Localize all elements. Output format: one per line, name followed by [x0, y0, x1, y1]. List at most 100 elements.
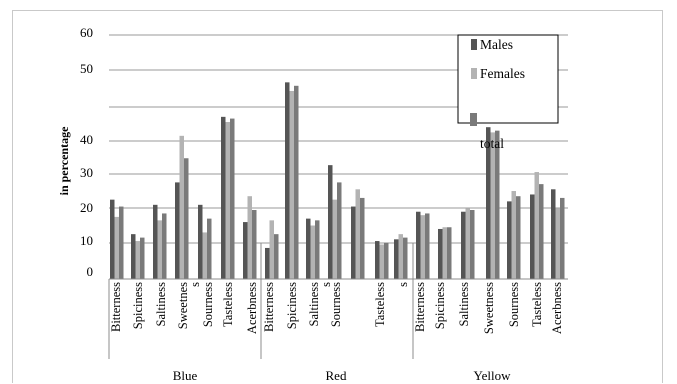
bar-males [416, 211, 421, 279]
bar-males [243, 222, 248, 279]
category-label: Bitterness [109, 282, 123, 332]
category-label: Sourness [507, 282, 521, 327]
bar-total [360, 197, 365, 279]
legend-swatch [471, 68, 477, 79]
y-tick-label: 30 [80, 165, 93, 180]
category-label: Sweetness [482, 282, 496, 334]
category-label: Bitterness [413, 282, 427, 332]
category-label: Sourness [201, 282, 215, 327]
bar-males [131, 234, 136, 279]
bar-males [394, 239, 399, 279]
bar-total [315, 220, 320, 279]
bar-females [157, 220, 162, 279]
category-label: Tasteless [373, 282, 387, 327]
bar-females [179, 135, 184, 279]
group-axis: Blue Red Yellow [108, 243, 568, 383]
bar-males [285, 82, 290, 279]
bar-females [490, 132, 495, 279]
bar-total [252, 210, 257, 279]
y-axis-title: in percentage [57, 126, 71, 195]
category-label: Saltiness [154, 282, 168, 327]
percentage-bar-chart: 60 50 40 30 20 10 0 in percentage Bitterness Sp… [57, 25, 568, 383]
bar-females [289, 90, 294, 279]
bar-females [202, 232, 207, 279]
bar-total [140, 237, 145, 279]
bar-females [225, 122, 230, 280]
bar-total [162, 213, 167, 279]
category-label: Bitterness [262, 282, 276, 332]
legend-label: Males [480, 37, 513, 52]
bar-males [486, 127, 491, 279]
bar-total [560, 197, 565, 279]
bar-total [294, 85, 299, 279]
bar-females [465, 208, 470, 279]
bar-females [534, 172, 539, 279]
bar-males [221, 116, 226, 279]
category-labels: Bitterness Spiciness Saltiness Sweetness Sou… [109, 282, 564, 334]
category-label: Acerbness [245, 282, 259, 334]
bar-total [274, 234, 279, 279]
bar-total [539, 184, 544, 279]
group-label: Blue [173, 368, 198, 383]
chart-frame: 60 50 40 30 20 10 0 in percentage Bitterness Sp… [12, 10, 663, 383]
bar-females [511, 191, 516, 279]
y-tick-label: 60 [80, 25, 93, 40]
category-label: Saltiness [307, 282, 321, 327]
bar-males [153, 204, 158, 279]
bar-total [384, 242, 389, 279]
category-label: Spiciness [433, 282, 447, 329]
bar-males [551, 189, 556, 279]
category-label: Tasteless [221, 282, 235, 327]
bar-total [337, 182, 342, 279]
bar-females [332, 199, 337, 279]
bar-females [442, 227, 447, 279]
bar-males [175, 182, 180, 279]
bar-females [269, 220, 274, 279]
bar-males [265, 247, 270, 279]
category-label: Sweetnes [176, 282, 190, 329]
category-label: s [319, 282, 333, 287]
bar-females [114, 216, 119, 279]
bar-females [555, 208, 560, 279]
bar-males [438, 228, 443, 279]
bar-males [198, 204, 203, 279]
group-label: Yellow [474, 368, 512, 383]
bar-males [530, 194, 535, 279]
legend-label: total [480, 136, 504, 151]
bar-females [247, 196, 252, 279]
bar-females [355, 189, 360, 279]
category-label: Saltiness [457, 282, 471, 327]
bar-females [135, 241, 140, 279]
bar-females [310, 225, 315, 279]
y-tick-label: 10 [80, 233, 93, 248]
legend-label: Females [480, 66, 525, 81]
bar-total [425, 213, 430, 279]
bar-total [403, 237, 408, 279]
bar-males [306, 218, 311, 279]
category-label: Acerbness [550, 282, 564, 334]
bar-total [207, 218, 212, 279]
y-tick-label: 50 [80, 61, 93, 76]
bar-total [447, 227, 452, 279]
legend-swatch [471, 39, 477, 50]
category-label: Spiciness [285, 282, 299, 329]
bars [110, 82, 565, 280]
bar-females [420, 215, 425, 279]
bar-males [328, 165, 333, 279]
bar-total [119, 206, 124, 279]
legend: Males Females total [457, 34, 559, 151]
y-tick-label: 40 [80, 132, 93, 147]
bar-males [110, 199, 115, 279]
group-label: Red [326, 368, 347, 383]
category-label: s [396, 282, 410, 287]
category-label: Tasteless [530, 282, 544, 327]
bar-females [398, 234, 403, 279]
y-tick-label: 20 [80, 200, 93, 215]
category-label: Sourness [329, 282, 343, 327]
category-label: Spiciness [131, 282, 145, 329]
y-tick-label: 0 [87, 264, 94, 279]
bar-total [516, 196, 521, 279]
y-axis-ticks: 60 50 40 30 20 10 0 [80, 25, 93, 279]
bar-males [461, 211, 466, 279]
bar-total [230, 118, 235, 279]
